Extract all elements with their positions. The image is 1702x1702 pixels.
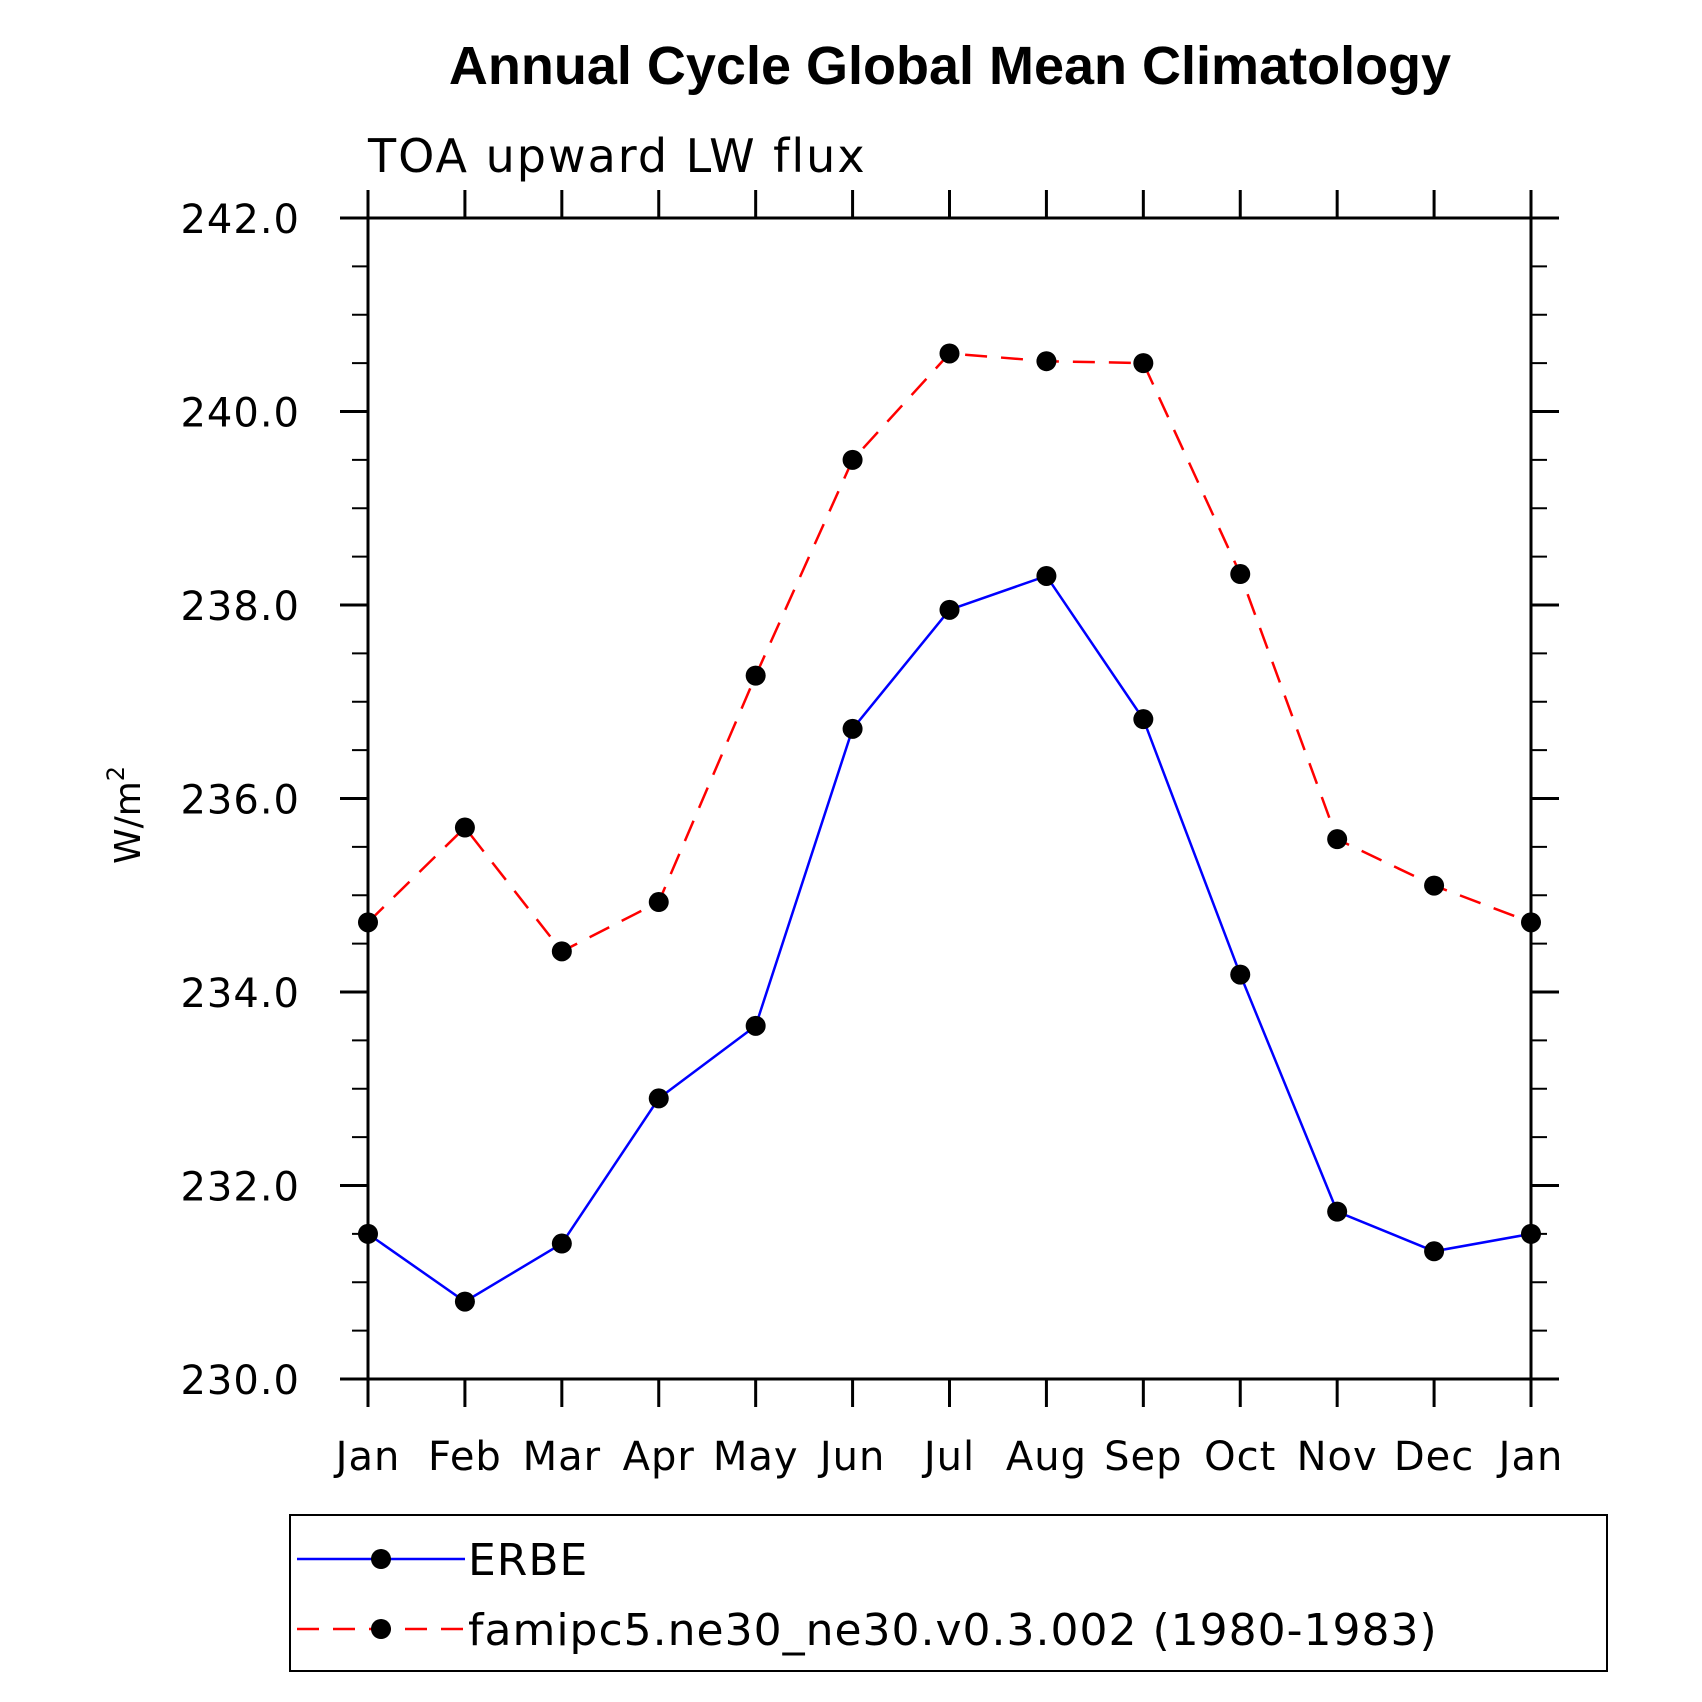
data-point-erbe — [648, 1088, 669, 1109]
y-tick-label: 242.0 — [180, 197, 300, 243]
x-tick-label: Dec — [1394, 1434, 1474, 1480]
data-point-famipc5 — [1327, 829, 1348, 850]
x-tick-label: Feb — [428, 1434, 502, 1480]
x-tick-label: May — [713, 1434, 799, 1480]
data-point-erbe — [358, 1223, 378, 1244]
legend-marker-famipc5 — [371, 1619, 391, 1639]
data-point-famipc5 — [1230, 564, 1251, 585]
data-point-famipc5 — [1133, 353, 1154, 374]
series-line-famipc5 — [367, 352, 1532, 953]
data-point-erbe — [1230, 964, 1251, 985]
data-point-erbe — [842, 718, 863, 739]
y-tick-labels: 230.0 232.0 234.0 236.0 238.0 240.0 242.0 — [180, 197, 300, 1404]
x-tick-label: Jul — [921, 1434, 975, 1480]
data-point-famipc5 — [1521, 912, 1541, 933]
svg-text:W/m2: W/m2 — [102, 766, 149, 864]
data-point-erbe — [1521, 1223, 1541, 1244]
y-axis-label-exponent: 2 — [102, 766, 130, 781]
legend-box — [289, 1514, 1608, 1672]
y-tick-label: 234.0 — [180, 971, 300, 1017]
x-tick-label: Sep — [1104, 1434, 1182, 1480]
y-tick-label: 240.0 — [180, 391, 300, 437]
data-point-famipc5 — [358, 912, 378, 933]
data-point-famipc5 — [939, 343, 960, 364]
x-tick-label: Jun — [817, 1434, 886, 1480]
data-point-erbe — [454, 1291, 475, 1312]
y-axis-label-base: W/m — [108, 781, 149, 864]
x-tick-label: Jan — [333, 1434, 401, 1480]
data-point-famipc5 — [1036, 351, 1057, 372]
x-tick-label: Apr — [623, 1434, 695, 1480]
data-point-erbe — [1424, 1241, 1445, 1262]
data-point-famipc5 — [1424, 875, 1445, 896]
data-point-erbe — [1327, 1201, 1348, 1222]
data-point-erbe — [745, 1015, 766, 1036]
x-tick-label: Mar — [523, 1434, 601, 1480]
series-line-erbe — [367, 574, 1532, 1304]
y-tick-label: 236.0 — [180, 778, 300, 824]
data-point-erbe — [939, 599, 960, 620]
data-point-erbe — [1133, 709, 1154, 730]
x-tick-label: Oct — [1204, 1434, 1276, 1480]
data-point-famipc5 — [454, 817, 475, 838]
legend-label-famipc5: famipc5.ne30_ne30.v0.3.002 (1980-1983) — [468, 1605, 1438, 1656]
legend-marker-erbe — [371, 1549, 391, 1569]
data-point-famipc5 — [745, 665, 766, 686]
x-tick-labels: Jan Feb Mar Apr May Jun Jul Aug Sep Oct Nov Dec Jan — [333, 1434, 1564, 1480]
chart-subtitle: TOA upward LW flux — [367, 129, 867, 183]
data-point-famipc5 — [551, 941, 572, 962]
data-point-famipc5 — [648, 892, 669, 913]
y-tick-label: 238.0 — [180, 584, 300, 630]
legend: ERBE famipc5.ne30_ne30.v0.3.002 (1980-19… — [289, 1514, 1608, 1672]
data-point-erbe — [551, 1233, 572, 1254]
y-tick-label: 230.0 — [180, 1358, 300, 1404]
y-axis-label: W/m2 — [102, 766, 149, 864]
series-layer — [358, 343, 1541, 1312]
x-tick-label: Nov — [1297, 1434, 1378, 1480]
legend-label-erbe: ERBE — [468, 1535, 588, 1586]
chart-title: Annual Cycle Global Mean Climatology — [449, 36, 1451, 96]
x-tick-label: Aug — [1006, 1434, 1087, 1480]
data-point-erbe — [1036, 565, 1057, 586]
x-tick-label: Jan — [1496, 1434, 1564, 1480]
y-tick-label: 232.0 — [180, 1165, 300, 1211]
axis-ticks — [340, 190, 1559, 1407]
plot-frame — [366, 216, 1533, 1381]
data-point-famipc5 — [842, 449, 863, 470]
